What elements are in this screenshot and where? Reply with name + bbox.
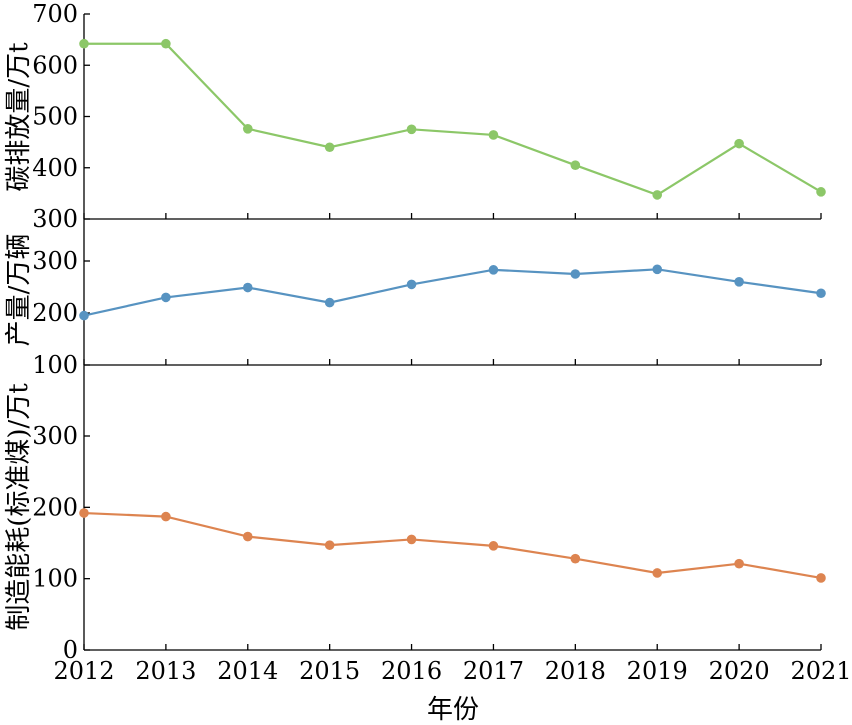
x-tick-label-2019: 2019 bbox=[627, 657, 688, 685]
data-point-bottom-2018 bbox=[570, 553, 581, 564]
y-tick-label-bottom-100: 100 bbox=[32, 565, 78, 593]
data-point-bottom-2014 bbox=[242, 531, 253, 542]
data-point-top-2019 bbox=[652, 190, 663, 200]
series-line-top bbox=[84, 42, 822, 197]
x-tick-label-2013: 2013 bbox=[135, 657, 196, 685]
x-tick-label-2017: 2017 bbox=[463, 657, 524, 685]
data-point-middle-2021 bbox=[816, 288, 826, 299]
data-point-top-2014 bbox=[242, 124, 253, 134]
data-point-bottom-2019 bbox=[652, 568, 663, 578]
x-tick-label-2014: 2014 bbox=[217, 657, 278, 685]
chart-axes bbox=[83, 13, 822, 651]
x-axis-title: 年份 bbox=[427, 695, 479, 725]
data-point-top-2016 bbox=[406, 124, 417, 135]
y-tick-label-bottom-0: 0 bbox=[63, 636, 78, 664]
y-tick-label-bottom-300: 300 bbox=[32, 422, 78, 450]
data-point-middle-2017 bbox=[488, 265, 499, 275]
data-point-bottom-2017 bbox=[488, 541, 499, 551]
data-point-middle-2018 bbox=[570, 269, 581, 279]
data-point-bottom-2015 bbox=[324, 540, 335, 550]
data-point-middle-2013 bbox=[161, 292, 171, 303]
y-axis-title-bottom: 制造能耗(标准煤)/万t bbox=[4, 383, 34, 631]
x-tick-label-2020: 2020 bbox=[709, 657, 770, 685]
series-line-bottom bbox=[83, 511, 822, 580]
series-line-middle bbox=[83, 268, 822, 317]
x-tick-label-2018: 2018 bbox=[545, 657, 606, 685]
data-point-middle-2014 bbox=[242, 282, 253, 293]
x-tick-label-2016: 2016 bbox=[381, 657, 442, 685]
y-tick-label-bottom-200: 200 bbox=[32, 493, 78, 521]
data-point-bottom-2020 bbox=[734, 558, 744, 569]
data-point-top-2017 bbox=[488, 130, 499, 140]
data-point-bottom-2013 bbox=[161, 511, 171, 522]
y-tick-label-top-300: 300 bbox=[32, 205, 78, 233]
y-tick-label-middle-300: 300 bbox=[32, 247, 78, 275]
x-tick-label-2012: 2012 bbox=[53, 657, 114, 685]
y-tick-label-top-600: 600 bbox=[32, 51, 78, 79]
x-tick-label-2021: 2021 bbox=[790, 657, 851, 685]
data-point-top-2012 bbox=[79, 38, 89, 49]
data-point-middle-2019 bbox=[652, 264, 663, 275]
data-point-middle-2020 bbox=[734, 277, 744, 287]
data-point-middle-2016 bbox=[406, 279, 417, 290]
x-tick-label-2015: 2015 bbox=[299, 657, 360, 685]
chart-labels: 300400500600700碳排放量/万t100200300产量/万辆0100… bbox=[4, 0, 852, 685]
data-point-bottom-2021 bbox=[816, 573, 826, 583]
data-point-top-2021 bbox=[816, 187, 826, 197]
y-tick-label-middle-200: 200 bbox=[32, 299, 78, 327]
data-point-bottom-2012 bbox=[79, 508, 89, 518]
data-point-top-2018 bbox=[570, 160, 581, 170]
data-point-middle-2012 bbox=[79, 310, 89, 321]
data-point-top-2020 bbox=[734, 138, 744, 149]
data-point-bottom-2016 bbox=[406, 534, 417, 545]
data-point-middle-2015 bbox=[324, 297, 335, 308]
data-point-top-2013 bbox=[161, 38, 171, 49]
y-axis-title-middle: 产量/万辆 bbox=[4, 234, 34, 347]
y-axis-title-top: 碳排放量/万t bbox=[4, 42, 34, 192]
y-tick-label-top-400: 400 bbox=[32, 154, 78, 182]
y-tick-label-top-500: 500 bbox=[32, 103, 78, 131]
y-tick-label-top-700: 700 bbox=[32, 0, 78, 28]
chart-marks bbox=[79, 38, 826, 583]
data-point-top-2015 bbox=[324, 142, 335, 153]
y-tick-label-middle-100: 100 bbox=[32, 351, 78, 379]
